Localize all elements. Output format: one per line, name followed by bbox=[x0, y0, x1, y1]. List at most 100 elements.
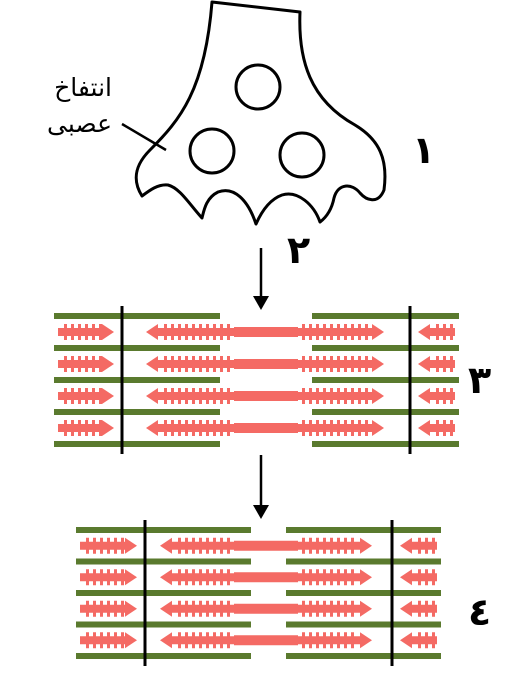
actin-filament bbox=[410, 313, 459, 319]
myosin-head bbox=[178, 420, 181, 436]
myosin-head bbox=[164, 388, 167, 404]
myosin-head bbox=[92, 420, 95, 436]
myosin-head bbox=[365, 420, 368, 436]
myosin-tip bbox=[160, 569, 172, 586]
myosin-head bbox=[337, 569, 340, 586]
axon-terminal-outline bbox=[134, 0, 387, 226]
myosin-head bbox=[330, 569, 333, 586]
myosin-head bbox=[185, 388, 188, 404]
actin-filament bbox=[392, 653, 441, 659]
myosin-head bbox=[92, 356, 95, 372]
myosin-tip bbox=[400, 569, 412, 586]
myosin-head bbox=[100, 537, 103, 554]
actin-filament bbox=[145, 621, 251, 628]
label-number-1: ١ bbox=[412, 128, 436, 172]
myosin-head bbox=[199, 420, 202, 436]
myosin-head bbox=[199, 324, 202, 340]
myosin-filament bbox=[430, 392, 455, 400]
actin-filament bbox=[76, 558, 145, 565]
actin-filament bbox=[76, 590, 145, 596]
myosin-head bbox=[337, 537, 340, 554]
myosin-head bbox=[323, 632, 326, 649]
actin-filament bbox=[122, 409, 220, 415]
myosin-head bbox=[206, 632, 209, 649]
myosin-head bbox=[199, 537, 202, 554]
myosin-head bbox=[309, 420, 312, 436]
myosin-head bbox=[316, 632, 319, 649]
myosin-tip bbox=[418, 356, 430, 372]
myosin-tip bbox=[372, 356, 384, 372]
myosin-head bbox=[185, 600, 188, 617]
myosin-tip bbox=[146, 420, 158, 436]
myosin-head bbox=[309, 356, 312, 372]
myosin-head bbox=[64, 324, 67, 340]
myosin-head bbox=[302, 356, 305, 372]
myosin-head bbox=[316, 537, 319, 554]
myosin-tip bbox=[125, 569, 137, 586]
label-number-3: ٣ bbox=[468, 358, 492, 402]
myosin-filament bbox=[296, 636, 360, 645]
myosin-head bbox=[436, 356, 439, 372]
actin-filament bbox=[312, 441, 410, 447]
myosin-head bbox=[432, 600, 435, 617]
myosin-head bbox=[316, 324, 319, 340]
actin-filament bbox=[145, 558, 251, 565]
myosin-head bbox=[436, 420, 439, 436]
bouton-label-line1: انتفاخ bbox=[54, 73, 112, 102]
myosin-tip bbox=[102, 388, 114, 404]
myosin-head bbox=[330, 537, 333, 554]
myosin-head bbox=[199, 600, 202, 617]
myosin-filament bbox=[296, 604, 360, 613]
myosin-filament bbox=[158, 328, 236, 336]
myosin-head bbox=[450, 388, 453, 404]
myosin-head bbox=[178, 600, 181, 617]
actin-filament bbox=[122, 377, 220, 383]
myosin-filament bbox=[296, 328, 372, 336]
label-number-4: ٤ bbox=[468, 590, 492, 634]
myosin-head bbox=[185, 420, 188, 436]
myosin-head bbox=[351, 600, 354, 617]
myosin-head bbox=[418, 569, 421, 586]
myosin-head bbox=[220, 388, 223, 404]
synaptic-bouton-label: انتفاخ عصبى bbox=[2, 70, 112, 142]
myosin-head bbox=[164, 356, 167, 372]
myosin-head bbox=[351, 356, 354, 372]
myosin-head bbox=[213, 388, 216, 404]
myosin-head bbox=[121, 632, 124, 649]
myosin-head bbox=[337, 324, 340, 340]
myosin-head bbox=[93, 632, 96, 649]
myosin-head bbox=[185, 632, 188, 649]
myosin-head bbox=[309, 324, 312, 340]
myosin-head bbox=[309, 537, 312, 554]
myosin-head bbox=[121, 537, 124, 554]
myosin-head bbox=[302, 388, 305, 404]
myosin-tip bbox=[418, 324, 430, 340]
myosin-head bbox=[171, 356, 174, 372]
myosin-head bbox=[302, 569, 305, 586]
actin-filament bbox=[145, 653, 251, 659]
myosin-head bbox=[330, 324, 333, 340]
myosin-head bbox=[71, 324, 74, 340]
m-line-band bbox=[234, 635, 298, 646]
myosin-filament bbox=[296, 573, 360, 582]
myosin-tip bbox=[160, 537, 172, 554]
sarcomere-contracted bbox=[76, 520, 441, 666]
myosin-head bbox=[100, 569, 103, 586]
myosin-head bbox=[344, 600, 347, 617]
myosin-head bbox=[199, 356, 202, 372]
m-line-band bbox=[234, 391, 298, 401]
myosin-head bbox=[220, 356, 223, 372]
myosin-head bbox=[220, 324, 223, 340]
sarcomere-relaxed bbox=[54, 306, 459, 454]
myosin-head bbox=[316, 356, 319, 372]
actin-filament bbox=[76, 527, 145, 533]
myosin-head bbox=[220, 632, 223, 649]
myosin-head bbox=[330, 632, 333, 649]
myosin-filament bbox=[412, 573, 437, 582]
myosin-head bbox=[71, 356, 74, 372]
myosin-head bbox=[100, 632, 103, 649]
actin-filament bbox=[312, 313, 410, 319]
myosin-tip bbox=[360, 600, 372, 617]
myosin-head bbox=[107, 537, 110, 554]
myosin-head bbox=[344, 324, 347, 340]
